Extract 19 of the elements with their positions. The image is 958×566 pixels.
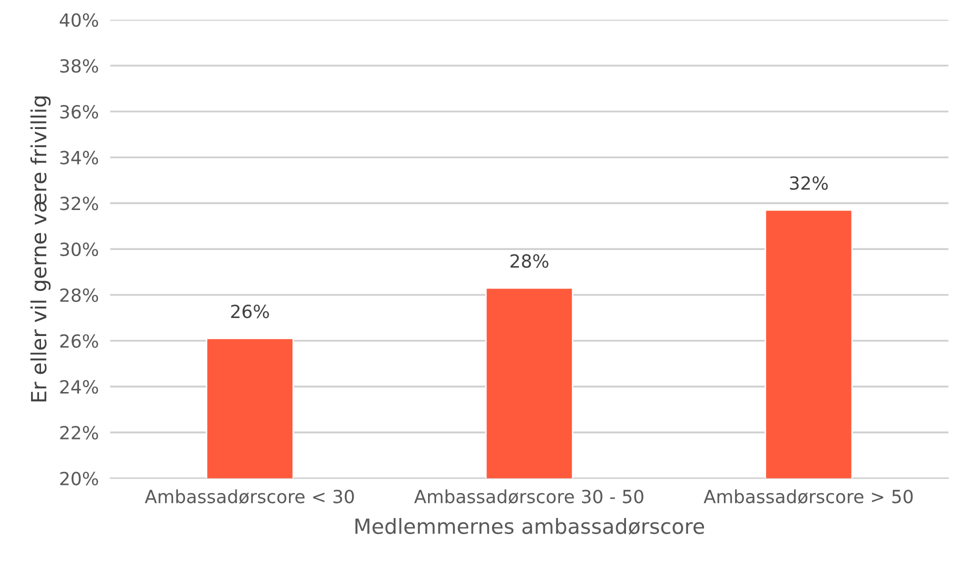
- data-label: 26%: [231, 304, 269, 318]
- data-label: 32%: [790, 176, 828, 190]
- y-tick-label: 32%: [60, 196, 98, 210]
- x-tick-label: Ambassadørscore 30 - 50: [414, 489, 644, 504]
- y-tick-label: 36%: [60, 104, 98, 119]
- y-tick-label: 20%: [60, 472, 98, 486]
- y-tick-label: 30%: [60, 242, 98, 256]
- y-axis-title: Er eller vil gerne være frivillig: [30, 96, 51, 402]
- y-tick-label: 26%: [60, 334, 98, 348]
- x-tick-label: Ambassadørscore < 30: [144, 489, 354, 504]
- y-tick-label: 34%: [60, 150, 98, 164]
- data-label: 28%: [510, 254, 548, 268]
- x-axis-title: Medlemmernes ambassadørscore: [355, 518, 704, 535]
- y-tick-label: 38%: [60, 59, 98, 73]
- x-tick-label: Ambassadørscore > 50: [704, 489, 913, 504]
- y-tick-label: 22%: [60, 426, 98, 440]
- y-tick-label: 24%: [60, 380, 98, 394]
- y-tick-label: 28%: [60, 288, 98, 302]
- y-tick-label: 40%: [60, 13, 98, 27]
